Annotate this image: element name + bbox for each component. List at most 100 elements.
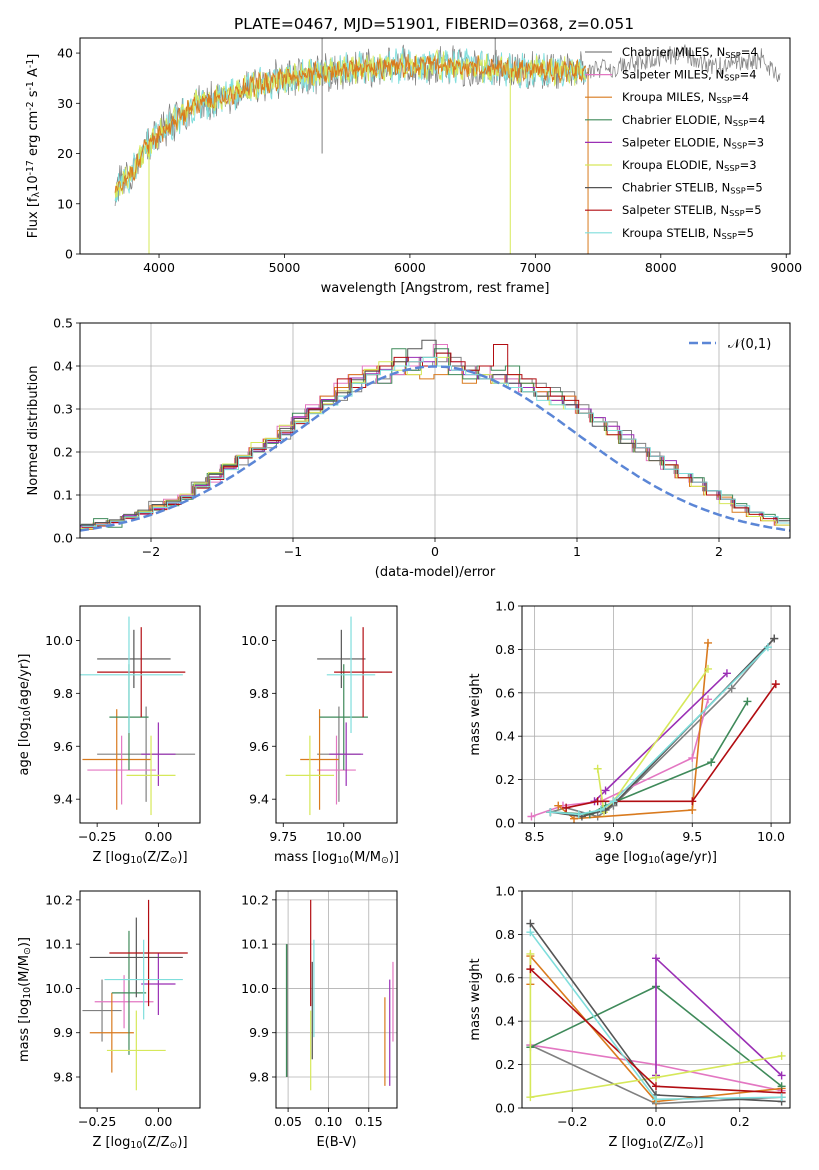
weight-marker	[763, 643, 772, 652]
label-text: Kroupa STELIB, N	[622, 226, 722, 240]
legend-label: Chabrier ELODIE, NSSP=4	[622, 113, 765, 128]
plot-area	[527, 634, 780, 823]
label-text: )]	[177, 850, 187, 865]
y-tick-label: 9.8	[249, 1070, 269, 1085]
weight-marker	[688, 805, 697, 814]
x-axis-label: (data-model)/error	[375, 565, 496, 580]
y-axis-label: mass [log10(M/M⊙)]	[17, 937, 33, 1062]
y-tick-label: 0.6	[495, 970, 515, 985]
label-text: Z [log	[92, 1135, 130, 1150]
label-text: =3	[740, 158, 757, 172]
y-tick-label: 10.0	[241, 981, 269, 996]
x-tick-label: −2	[142, 544, 160, 559]
y-tick-label: 0.4	[495, 1014, 515, 1029]
weight-marker	[777, 1071, 786, 1080]
label-text: Z	[147, 1135, 156, 1150]
weight-marker	[771, 680, 780, 689]
weight-marker	[652, 1095, 660, 1104]
weight-marker	[777, 1093, 786, 1102]
y-tick-label: 0.2	[53, 445, 73, 460]
weight-series-line	[550, 646, 769, 816]
weight-vs-age-panel: 8.5 9.0 9.5 10.0 0.0 0.2 0.4 0.6 0.8 1.0 age [log1…	[468, 599, 791, 866]
y-tick-label: 40	[57, 46, 73, 61]
weight-marker	[727, 684, 736, 693]
y-axis-label: mass weight	[468, 673, 483, 755]
label-text: /	[672, 1135, 677, 1150]
label-text: Z	[663, 1135, 672, 1150]
plot-area	[80, 616, 196, 816]
label-superscript: -1	[25, 81, 36, 90]
label-text: Salpeter STELIB, N	[622, 203, 729, 217]
label-text: Chabrier STELIB, N	[622, 181, 730, 195]
weight-marker	[652, 1082, 660, 1091]
label-text: 10	[26, 175, 41, 192]
label-text: =4	[748, 113, 765, 127]
label-text: =4	[741, 45, 758, 59]
legend-label: Salpeter MILES, NSSP=4	[622, 68, 757, 83]
histogram-series-step	[82, 356, 790, 527]
axes-frame	[79, 890, 201, 1109]
weight-marker	[777, 1051, 786, 1060]
x-tick-label: 7000	[519, 260, 551, 275]
y-tick-label: 0.0	[495, 816, 515, 831]
y-tick-label: 9.4	[249, 792, 269, 807]
label-text: /	[156, 1135, 161, 1150]
y-tick-label: 0.2	[495, 772, 515, 787]
label-text: Z	[147, 850, 156, 865]
label-text: =4	[740, 68, 757, 82]
label-superscript: -2	[25, 101, 36, 110]
x-tick-label: 0.05	[274, 1114, 302, 1129]
residual-histogram-panel: −2 −1 0 1 2 0.0 0.1 0.2 0.3 0.4 0.5 (data-model)/er…	[26, 316, 791, 580]
label-text: /	[365, 850, 370, 865]
label-text: Kroupa MILES, N	[622, 90, 717, 104]
legend-label: Kroupa MILES, NSSP=4	[622, 90, 749, 105]
x-tick-label: 0.00	[144, 829, 172, 844]
weight-marker	[609, 797, 618, 806]
figure-title: PLATE=0467, MJD=51901, FIBERID=0368, z=0…	[234, 15, 634, 33]
axes-frame	[79, 322, 791, 539]
gaussian-reference-curve	[80, 365, 790, 532]
y-tick-label: 10.0	[241, 633, 269, 648]
mass-vs-extinction-panel: 0.05 0.10 0.15 9.8 9.9 10.0 10.1 10.2 E(B-V)	[241, 890, 398, 1150]
legend-label: Kroupa ELODIE, NSSP=3	[622, 158, 757, 173]
y-tick-label: 10.1	[241, 937, 269, 952]
label-text: M	[370, 850, 381, 865]
label-text: )]	[389, 850, 399, 865]
label-text: =5	[746, 181, 763, 195]
spectrum-series-line	[114, 48, 586, 198]
x-tick-label: 9.75	[269, 829, 297, 844]
y-tick-label: 1.0	[495, 884, 515, 899]
weight-marker	[574, 810, 583, 819]
label-subscript: SSP	[722, 231, 737, 241]
mass-vs-metallicity-panel: −0.25 0.009.89.910.010.110.2Z [log10(Z/Z⊙…	[17, 890, 201, 1151]
label-text: Chabrier MILES, N	[622, 45, 725, 59]
weight-marker	[526, 1093, 535, 1102]
y-tick-label: 0.1	[53, 488, 73, 503]
y-axis-label: Flux [fλ10-17 erg cm-2 s-1 A-1]	[25, 54, 42, 239]
spectrum-panel: 4000 5000 6000 7000 8000 9000 0 10 20 30 40 wavelen…	[25, 37, 802, 296]
label-subscript: SSP	[733, 118, 748, 128]
label-text: Z [log	[608, 1135, 646, 1150]
axes-frame	[275, 890, 398, 1109]
weight-series-line	[550, 637, 775, 818]
x-tick-label: 2	[715, 544, 723, 559]
x-axis-label: E(B-V)	[316, 1135, 356, 1150]
label-text: (	[142, 1135, 147, 1150]
y-tick-label: 10.0	[45, 981, 73, 996]
weight-marker	[743, 697, 752, 706]
label-text: /	[17, 966, 32, 971]
label-text: age/yr	[665, 850, 707, 865]
label-superscript: -1	[25, 59, 36, 68]
label-text: =4	[732, 90, 749, 104]
label-text: )]	[17, 937, 32, 947]
label-text: =5	[745, 203, 762, 217]
label-text: )]	[177, 1135, 187, 1150]
age-vs-metallicity-panel: −0.25 0.009.49.69.810.0Z [log10(Z/Z⊙)]age…	[17, 605, 201, 866]
label-text: (data-model)/error	[375, 565, 496, 580]
label-subscript: SSP	[725, 50, 740, 60]
weight-marker	[722, 669, 731, 678]
label-subscript: 10	[22, 987, 33, 999]
